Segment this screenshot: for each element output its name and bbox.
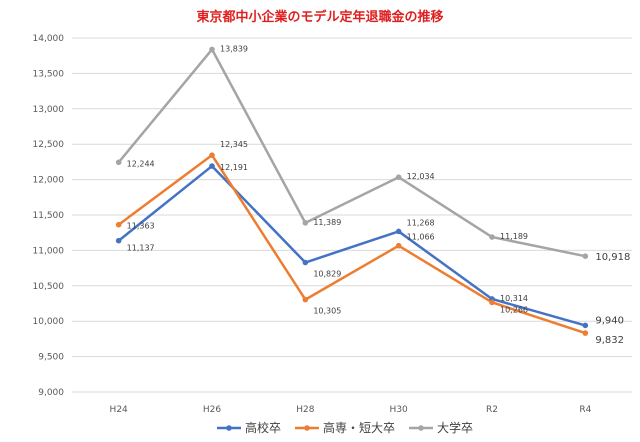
data-point (209, 163, 215, 169)
data-label: 11,363 (127, 222, 155, 231)
data-label: 12,034 (407, 172, 435, 181)
data-label: 11,389 (313, 218, 341, 227)
y-tick-label: 9,500 (38, 353, 64, 363)
data-label: 10,314 (500, 294, 528, 303)
data-point (302, 259, 309, 266)
y-tick-label: 13,000 (33, 105, 65, 115)
data-label: 11,066 (407, 233, 435, 242)
x-tick-label: R4 (579, 405, 591, 415)
data-point (302, 296, 309, 303)
y-tick-label: 12,000 (33, 176, 65, 186)
data-point (395, 242, 402, 249)
data-label: 11,268 (407, 218, 435, 227)
legend-label: 高専・短大卒 (323, 420, 395, 435)
data-point (582, 330, 589, 336)
data-labels: 11,137 12,191 10,829 11,268 10,314 9,940 11,36… (127, 44, 631, 346)
series-line (117, 153, 586, 335)
data-point (489, 299, 495, 306)
x-tick-label: H26 (203, 405, 221, 415)
data-label: 9,940 (595, 315, 624, 326)
data-label: 9,832 (595, 335, 624, 346)
data-label: 12,244 (127, 159, 155, 168)
data-point (395, 228, 402, 235)
legend-label: 高校卒 (245, 420, 281, 435)
legend-label: 大学卒 (437, 420, 473, 435)
legend-marker (418, 425, 424, 431)
x-tick-label: H30 (390, 405, 408, 415)
data-label: 10,305 (313, 307, 341, 316)
data-label: 10,918 (595, 252, 630, 263)
legend-marker (304, 425, 310, 431)
y-tick-label: 11,000 (33, 246, 65, 256)
legend-marker (226, 425, 232, 431)
data-point (209, 152, 215, 158)
series-points (115, 46, 589, 336)
y-axis-ticks: 9,000 9,500 10,000 10,500 11,000 11,500 12,000… (33, 34, 65, 398)
series-lines (117, 48, 586, 335)
y-tick-label: 11,500 (33, 211, 65, 221)
data-label: 12,345 (220, 140, 248, 149)
series-line (117, 48, 586, 258)
data-point (582, 322, 589, 329)
gridlines (72, 37, 632, 393)
data-point (395, 174, 402, 180)
data-label: 12,191 (220, 163, 248, 172)
data-label: 11,137 (127, 244, 155, 253)
x-tick-label: H28 (296, 405, 314, 415)
data-label: 13,839 (220, 44, 248, 53)
y-tick-label: 9,000 (38, 388, 64, 398)
y-tick-label: 13,500 (33, 69, 65, 79)
legend: 高校卒 高専・短大卒 大学卒 (217, 420, 473, 435)
data-point (489, 234, 495, 240)
data-point (582, 253, 589, 260)
y-tick-label: 10,000 (33, 317, 65, 327)
x-tick-label: R2 (486, 405, 498, 415)
y-tick-label: 14,000 (33, 34, 65, 44)
data-point (115, 159, 122, 166)
data-point (115, 237, 122, 244)
data-label: 10,266 (500, 305, 528, 314)
x-tick-label: H24 (110, 405, 128, 415)
data-label: 10,829 (313, 270, 341, 279)
y-tick-label: 12,500 (33, 140, 65, 150)
data-point (115, 221, 122, 228)
data-label: 11,189 (500, 232, 528, 241)
chart-title: 東京都中小企業のモデル定年退職金の推移 (196, 10, 444, 25)
y-tick-label: 10,500 (33, 282, 65, 292)
series-line (117, 164, 586, 327)
data-point (209, 46, 215, 53)
x-axis-ticks: H24 H26 H28 H30 R2 R4 (110, 405, 592, 415)
data-point (302, 220, 309, 226)
